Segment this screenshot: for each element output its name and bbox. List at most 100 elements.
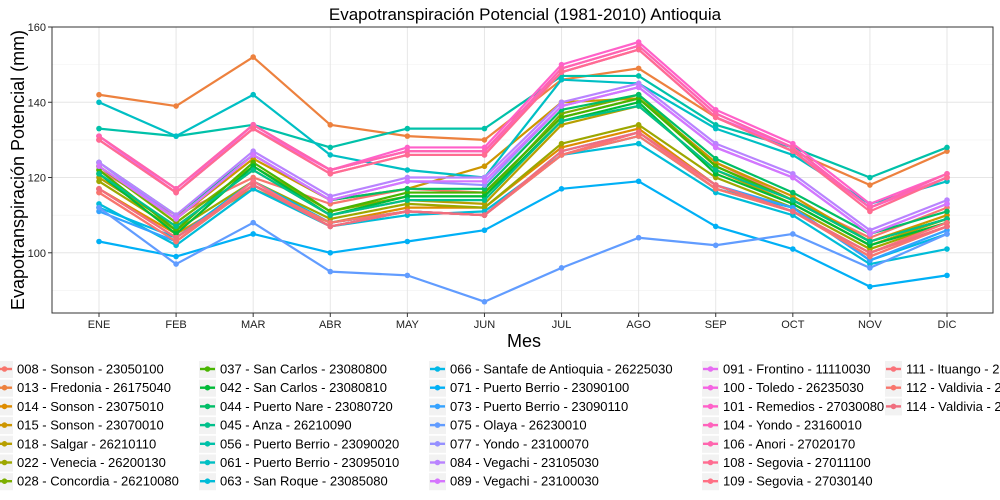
legend-key-point (204, 478, 211, 485)
series-line (98, 78, 948, 205)
legend-label: 089 - Vegachi - 23100030 (450, 474, 599, 489)
data-point (481, 227, 488, 234)
data-point (481, 178, 488, 185)
data-point (635, 140, 642, 147)
data-point (635, 84, 642, 91)
data-point (173, 133, 179, 139)
legend-item: 022 - Venecia - 26200130 (0, 454, 166, 472)
x-tick-label: ABR (319, 319, 342, 331)
legend-key-point (434, 384, 441, 391)
data-point (250, 91, 256, 98)
data-point (327, 223, 334, 230)
data-point (558, 186, 565, 192)
data-point (404, 152, 411, 158)
legend: 008 - Sonson - 23050100 013 - Fredonia - … (0, 361, 1000, 491)
data-point (404, 186, 411, 192)
x-axis-label: Mes (507, 331, 541, 351)
data-point (712, 182, 719, 188)
data-point (944, 201, 950, 207)
legend-item: 066 - Santafe de Antioquia - 26225030 (429, 361, 673, 378)
legend-item: 056 - Puerto Berrio - 23090020 (199, 435, 399, 453)
legend-item: 071 - Puerto Berrio - 23090100 (429, 379, 629, 397)
legend-label: 084 - Vegachi - 23105030 (450, 455, 599, 470)
legend-key-point (707, 366, 714, 372)
data-point (790, 189, 796, 196)
series-line (98, 131, 948, 254)
legend-label: 013 - Fredonia - 26175040 (17, 380, 171, 395)
legend-key-point (1, 384, 8, 391)
data-point (173, 103, 179, 109)
legend-key-point (434, 366, 441, 372)
legend-label: 015 - Sonson - 23070010 (17, 418, 164, 433)
data-point (250, 125, 256, 132)
legend-key-point (707, 441, 714, 447)
legend-label: 045 - Anza - 26210090 (220, 418, 352, 433)
data-point (635, 91, 642, 98)
legend-item: 106 - Anori - 27020170 (702, 435, 855, 453)
legend-item: 091 - Frontino - 11110030 (702, 361, 870, 378)
legend-label: 101 - Remedios - 27030080 (723, 399, 884, 414)
legend-label: 014 - Sonson - 23075010 (17, 399, 164, 414)
data-point (867, 174, 873, 181)
data-point (481, 212, 488, 218)
data-point (250, 219, 256, 226)
data-point (327, 144, 334, 151)
data-point (250, 231, 256, 237)
series-line (98, 97, 948, 243)
data-point (635, 65, 642, 72)
legend-item: 101 - Remedios - 27030080 (702, 398, 884, 416)
data-point (481, 298, 488, 305)
legend-label: 056 - Puerto Berrio - 23090020 (220, 436, 399, 451)
x-tick-label: DIC (938, 319, 957, 331)
legend-key-point (707, 459, 714, 466)
data-point (404, 208, 411, 215)
data-point (404, 125, 411, 132)
data-point (867, 182, 873, 188)
y-tick-label: 120 (28, 173, 46, 185)
legend-item: 111 - Ituango - 2 (885, 361, 999, 378)
data-point (790, 197, 796, 203)
series (96, 84, 950, 237)
legend-label: 075 - Olaya - 26230010 (450, 418, 587, 433)
legend-label: 071 - Puerto Berrio - 23090100 (450, 380, 629, 395)
data-point (558, 265, 565, 271)
legend-item: 077 - Yondo - 23100070 (429, 435, 589, 453)
legend-key-point (1, 441, 8, 447)
data-point (96, 178, 102, 185)
data-point (96, 186, 102, 192)
legend-key-point (204, 441, 211, 447)
data-point (867, 238, 873, 245)
legend-item: 114 - Valdivia - 2 (885, 398, 1000, 416)
data-point (96, 238, 102, 245)
data-point (635, 73, 642, 79)
data-point (96, 163, 102, 170)
data-point (790, 148, 796, 154)
series-line (98, 206, 948, 303)
data-point (173, 189, 179, 196)
data-point (944, 272, 950, 279)
y-tick-label: 160 (28, 22, 46, 34)
data-point (558, 69, 565, 75)
legend-item: 063 - San Roque - 23085080 (199, 473, 388, 491)
data-point (790, 231, 796, 237)
data-point (944, 208, 950, 215)
legend-key-point (1, 478, 8, 485)
series (96, 129, 950, 256)
data-point (635, 122, 642, 128)
legend-label: 104 - Yondo - 23160010 (723, 418, 862, 433)
legend-key-point (204, 384, 211, 391)
legend-item: 084 - Vegachi - 23105030 (429, 454, 599, 472)
x-tick-label: MAY (396, 319, 420, 331)
data-point (944, 223, 950, 230)
legend-label: 018 - Salgar - 26210110 (17, 436, 156, 451)
legend-key-point (1, 459, 8, 466)
legend-key-point (434, 422, 441, 428)
data-point (250, 167, 256, 173)
series (96, 178, 950, 290)
data-point (712, 155, 719, 162)
data-point (96, 125, 102, 132)
plot-border (51, 26, 994, 314)
data-point (635, 178, 642, 185)
data-point (558, 103, 565, 109)
